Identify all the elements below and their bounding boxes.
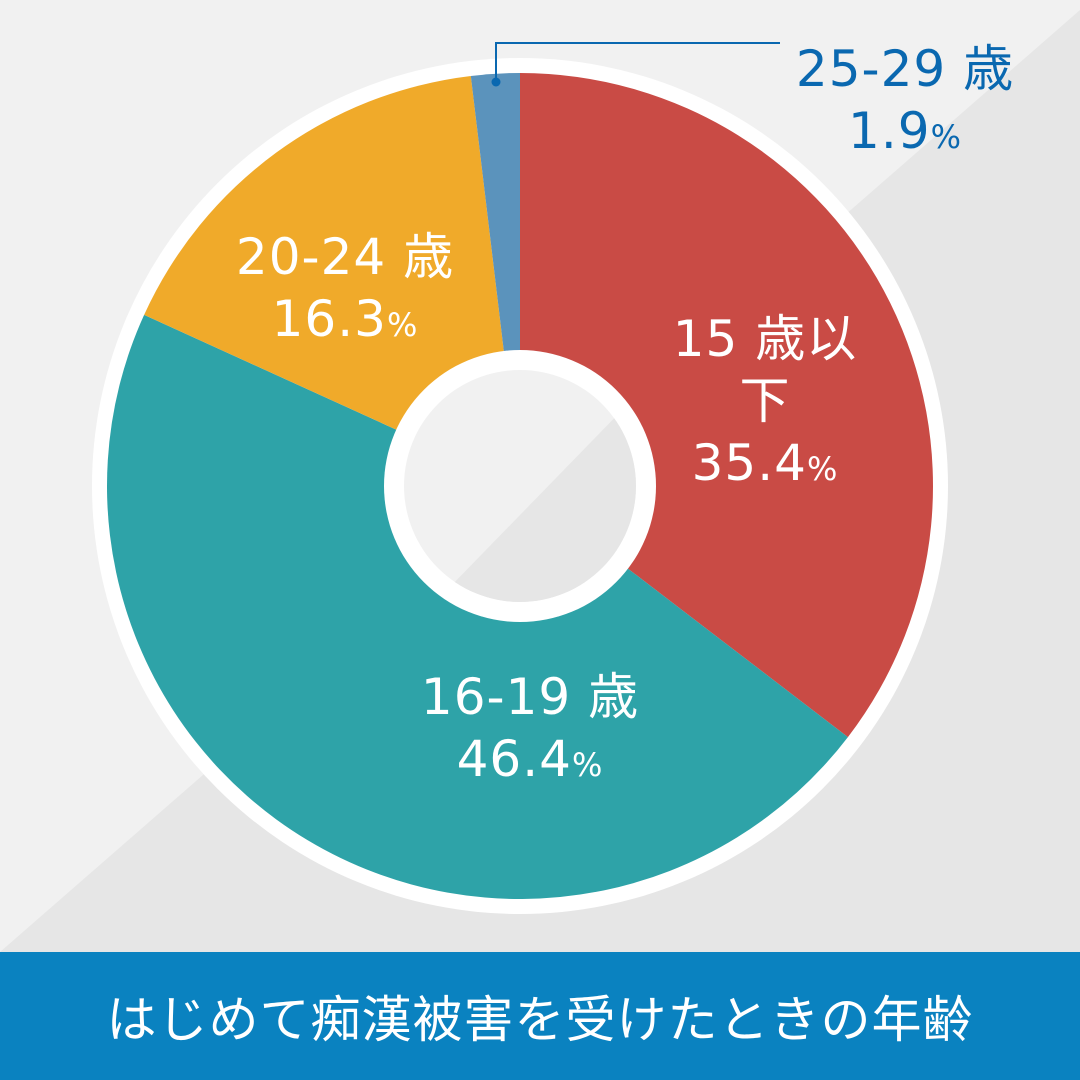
callout-line <box>495 42 780 80</box>
slice-category: 20-24 歳 <box>235 228 455 286</box>
slice-value: 35.4 <box>691 434 807 492</box>
chart-title-banner: はじめて痴漢被害を受けたときの年齢 <box>0 952 1080 1080</box>
slice-0 <box>520 73 934 738</box>
slice-value: 46.4 <box>456 730 572 788</box>
slice-value: 16.3 <box>271 290 387 348</box>
slice-label-16-19: 16-19 歳 46.4% <box>400 666 660 796</box>
slice-label-15: 15 歳以下 35.4% <box>650 308 880 500</box>
callout-dot <box>491 77 501 87</box>
slice-category: 25-29 歳 <box>795 40 1015 98</box>
slice-category: 15 歳以下 <box>672 310 858 430</box>
chart-title: はじめて痴漢被害を受けたときの年齢 <box>106 991 974 1049</box>
unit: % <box>386 306 419 344</box>
slice-label-20-24: 20-24 歳 16.3% <box>220 226 470 356</box>
slice-category: 16-19 歳 <box>420 668 640 726</box>
slice-value: 1.9 <box>848 102 931 160</box>
slice-2 <box>144 75 521 486</box>
unit: % <box>930 118 962 156</box>
donut-hole <box>404 370 636 602</box>
slice-label-25-29: 25-29 歳 1.9% <box>780 38 1030 168</box>
unit: % <box>571 746 604 784</box>
unit: % <box>806 450 839 488</box>
